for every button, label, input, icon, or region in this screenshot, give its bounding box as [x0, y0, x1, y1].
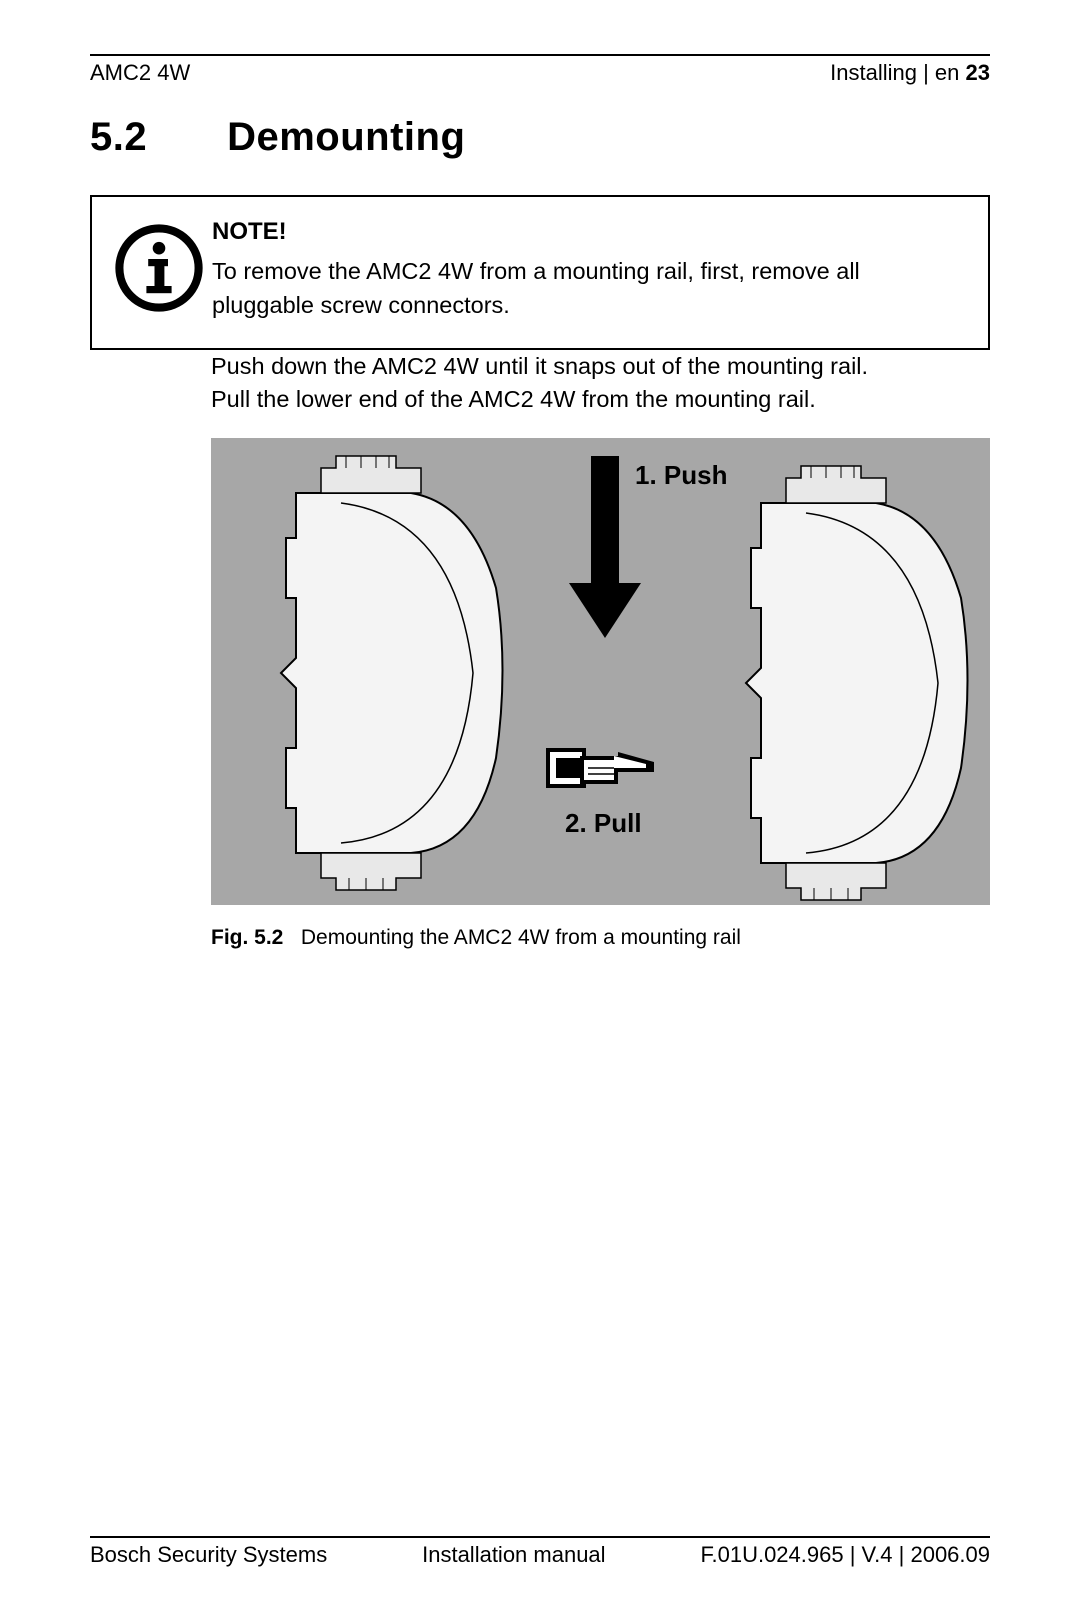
footer-center: Installation manual	[422, 1542, 605, 1568]
figure-label-pull: 2. Pull	[565, 808, 642, 839]
info-icon	[114, 223, 204, 313]
header-right: Installing | en 23	[830, 60, 990, 86]
note-box: NOTE! To remove the AMC2 4W from a mount…	[90, 195, 990, 350]
header-page-number: 23	[966, 60, 990, 85]
body-line-1: Push down the AMC2 4W until it snaps out…	[211, 350, 990, 383]
body-text: Push down the AMC2 4W until it snaps out…	[211, 350, 990, 417]
page-header: AMC2 4W Installing | en 23	[90, 60, 990, 86]
figure-caption: Fig. 5.2 Demounting the AMC2 4W from a m…	[211, 926, 990, 950]
section-title: Demounting	[227, 115, 465, 160]
header-right-prefix: Installing | en	[830, 60, 965, 85]
figure-caption-text: Demounting the AMC2 4W from a mounting r…	[301, 926, 741, 949]
footer-left: Bosch Security Systems	[90, 1542, 327, 1568]
header-left: AMC2 4W	[90, 60, 190, 86]
footer-right: F.01U.024.965 | V.4 | 2006.09	[700, 1542, 990, 1568]
note-content: NOTE! To remove the AMC2 4W from a mount…	[212, 215, 966, 322]
figure-label-push: 1. Push	[635, 460, 727, 491]
note-label: NOTE!	[212, 215, 966, 250]
section-number: 5.2	[90, 115, 147, 160]
body-line-2: Pull the lower end of the AMC2 4W from t…	[211, 383, 990, 416]
figure-caption-label: Fig. 5.2	[211, 926, 283, 949]
note-text: To remove the AMC2 4W from a mounting ra…	[212, 258, 860, 318]
bottom-rule	[90, 1536, 990, 1538]
figure: 1. Push 2. Pull	[211, 438, 990, 905]
section-heading: 5.2 Demounting	[90, 115, 465, 160]
page: AMC2 4W Installing | en 23 5.2 Demountin…	[0, 0, 1080, 1618]
top-rule	[90, 54, 990, 56]
page-footer: Bosch Security Systems Installation manu…	[90, 1542, 990, 1568]
